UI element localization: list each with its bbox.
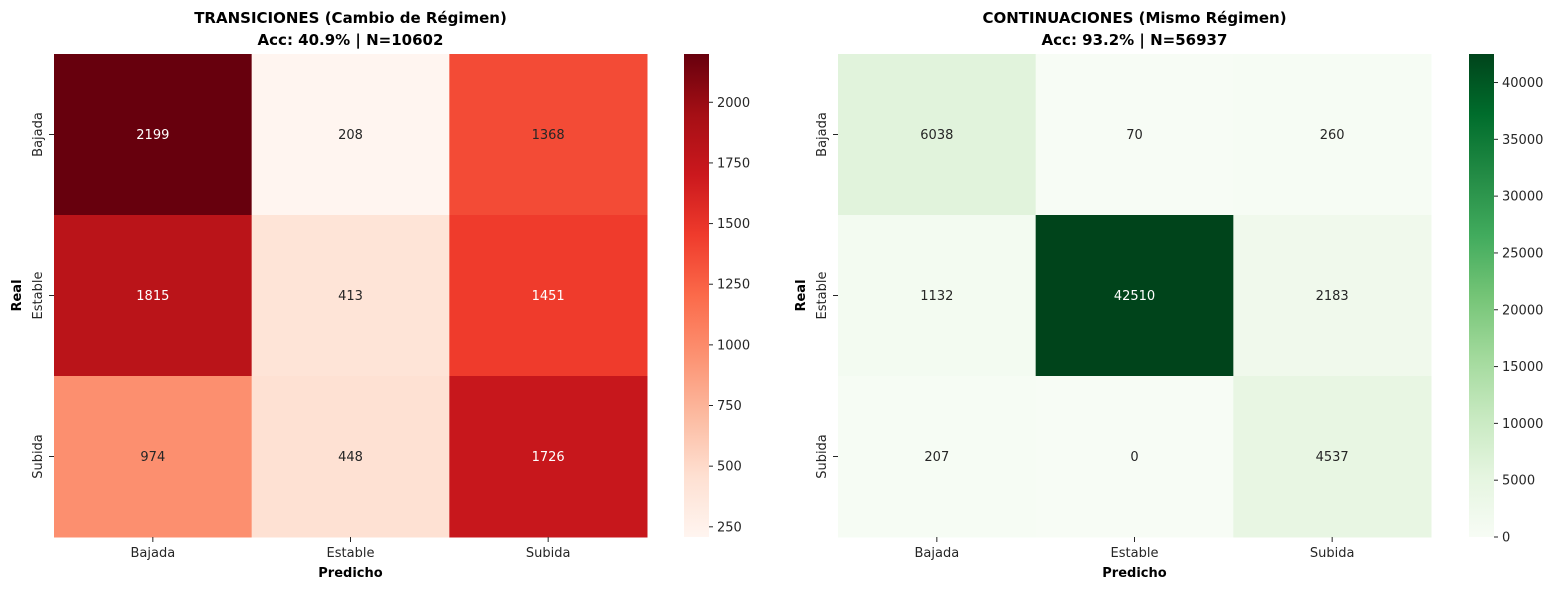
- x-tick-label: Bajada: [130, 546, 175, 561]
- x-axis-label: Predicho: [318, 566, 382, 581]
- colorbar-tick-label: 15000: [1502, 360, 1543, 375]
- heatmap-cell: [1035, 54, 1234, 216]
- colorbar-tick-label: 20000: [1502, 303, 1543, 318]
- heatmap-cell: [1233, 215, 1432, 377]
- heatmap-cell: [1035, 376, 1234, 538]
- cell-value-label: 42510: [1114, 289, 1155, 304]
- heatmap-cell: [838, 215, 1037, 377]
- chart-title: CONTINUACIONES (Mismo Régimen): [982, 9, 1286, 27]
- colorbar-tick-label: 1250: [717, 278, 750, 293]
- heatmap-panel-2: 6038 70 260 1132 42510 2183 207 0 4537 CONTINUACI…: [794, 9, 1543, 581]
- colorbar: [684, 54, 709, 537]
- cell-value-label: 207: [924, 450, 949, 465]
- colorbar-tick-label: 2000: [717, 96, 750, 111]
- heatmap-cell: [1035, 215, 1234, 377]
- colorbar-tick-label: 10000: [1502, 417, 1543, 432]
- heatmap-cell: [449, 54, 648, 216]
- chart-subtitle: Acc: 40.9% | N=10602: [258, 31, 444, 50]
- cell-value-label: 2199: [136, 128, 169, 143]
- y-tick-label: Subida: [815, 434, 830, 479]
- colorbar-tick-label: 40000: [1502, 76, 1543, 91]
- heatmap-cell: [251, 376, 450, 538]
- cell-value-label: 448: [338, 450, 363, 465]
- cell-value-label: 6038: [920, 128, 953, 143]
- cell-value-label: 2183: [1316, 289, 1349, 304]
- heatmap-cell: [54, 54, 253, 216]
- y-tick-label: Bajada: [815, 112, 830, 157]
- colorbar-tick-label: 500: [717, 460, 742, 475]
- chart-subtitle: Acc: 93.2% | N=56937: [1042, 31, 1228, 50]
- colorbar: [1469, 54, 1494, 537]
- y-axis-label: Real: [794, 279, 809, 311]
- heatmap-cell: [251, 54, 450, 216]
- y-tick-label: Bajada: [31, 112, 46, 157]
- colorbar-tick-label: 750: [717, 399, 742, 414]
- cell-value-label: 260: [1320, 128, 1345, 143]
- colorbar-tick-label: 35000: [1502, 133, 1543, 148]
- y-tick-label: Estable: [31, 272, 46, 320]
- x-tick-label: Bajada: [914, 546, 959, 561]
- cell-value-label: 974: [140, 450, 165, 465]
- colorbar-tick-label: 25000: [1502, 246, 1543, 261]
- x-tick-label: Estable: [327, 546, 375, 561]
- x-tick-label: Subida: [1310, 546, 1355, 561]
- heatmap-cell: [838, 54, 1037, 216]
- y-tick-label: Subida: [31, 434, 46, 479]
- heatmap-cell: [54, 215, 253, 377]
- cell-value-label: 1726: [532, 450, 565, 465]
- cell-value-label: 1368: [532, 128, 565, 143]
- colorbar-tick-label: 30000: [1502, 190, 1543, 205]
- cell-value-label: 413: [338, 289, 363, 304]
- x-tick-label: Estable: [1111, 546, 1159, 561]
- colorbar-tick-label: 5000: [1502, 474, 1535, 489]
- cell-value-label: 1132: [920, 289, 953, 304]
- y-tick-label: Estable: [815, 272, 830, 320]
- cell-value-label: 70: [1126, 128, 1143, 143]
- cell-value-label: 1451: [532, 289, 565, 304]
- heatmap-cell: [251, 215, 450, 377]
- heatmap-cell: [449, 376, 648, 538]
- colorbar-tick-label: 1000: [717, 338, 750, 353]
- x-tick-label: Subida: [526, 546, 571, 561]
- heatmap-panel-1: 2199 208 1368 1815 413 1451 974 448 1726 TRANSICI…: [10, 9, 750, 581]
- cell-value-label: 4537: [1316, 450, 1349, 465]
- heatmap-cell: [449, 215, 648, 377]
- cell-value-label: 0: [1130, 450, 1138, 465]
- colorbar-tick-label: 1500: [717, 217, 750, 232]
- x-axis-label: Predicho: [1102, 566, 1166, 581]
- cell-value-label: 1815: [136, 289, 169, 304]
- cell-value-label: 208: [338, 128, 363, 143]
- heatmap-cell: [838, 376, 1037, 538]
- heatmap-cell: [1233, 376, 1432, 538]
- y-axis-label: Real: [10, 279, 25, 311]
- colorbar-tick-label: 1750: [717, 156, 750, 171]
- heatmap-cell: [1233, 54, 1432, 216]
- heatmap-cell: [54, 376, 253, 538]
- chart-title: TRANSICIONES (Cambio de Régimen): [194, 9, 507, 27]
- colorbar-tick-label: 250: [717, 520, 742, 535]
- colorbar-tick-label: 0: [1502, 531, 1510, 546]
